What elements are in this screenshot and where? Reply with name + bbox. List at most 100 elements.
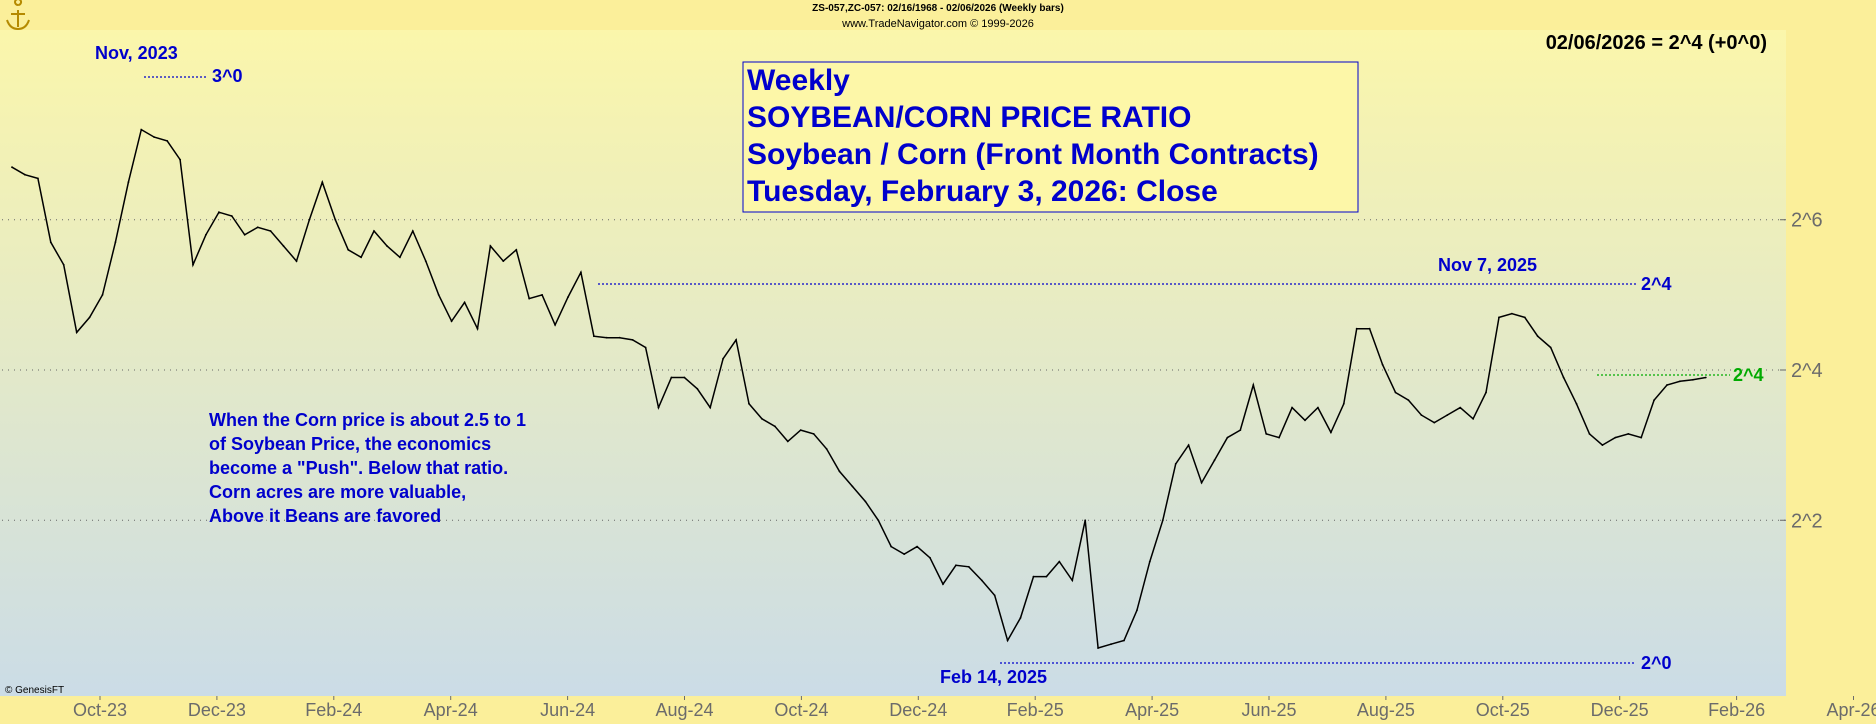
ratio-data-point	[192, 263, 194, 266]
ratio-data-point	[11, 166, 13, 169]
x-tick-label: Dec-25	[1591, 700, 1649, 720]
ratio-data-point	[75, 331, 78, 334]
ratio-data-point	[360, 256, 362, 259]
ratio-data-point	[683, 376, 686, 379]
ratio-data-point	[1666, 384, 1668, 386]
ratio-data-point	[1136, 609, 1138, 612]
ratio-data-point	[605, 336, 608, 339]
x-tick-label: Aug-24	[655, 700, 713, 720]
ratio-data-point	[1330, 431, 1332, 434]
ratio-data-point	[1161, 519, 1164, 522]
ratio-data-point	[748, 402, 750, 405]
ratio-data-point	[1084, 519, 1087, 522]
ratio-data-point	[1420, 414, 1423, 416]
annotation-nov-2025: Nov 7, 2025 2^4	[598, 255, 1672, 294]
x-tick-label: Dec-23	[188, 700, 246, 720]
ratio-data-point	[24, 173, 26, 176]
ratio-data-point	[1601, 444, 1604, 446]
annotation-last-value-label: 2^4	[1733, 365, 1764, 385]
ratio-data-point	[1588, 433, 1591, 435]
ratio-data-point	[1523, 316, 1526, 319]
ratio-data-point	[735, 339, 737, 341]
ratio-data-point	[1006, 639, 1009, 642]
annotation-feb-2025-label: Feb 14, 2025	[940, 667, 1047, 687]
ratio-data-point	[1342, 402, 1345, 405]
explanation-note: When the Corn price is about 2.5 to 1 of…	[209, 410, 526, 526]
ratio-data-point	[1704, 376, 1707, 379]
ratio-data-point	[967, 565, 970, 568]
title-box: Weekly SOYBEAN/CORN PRICE RATIO Soybean …	[742, 61, 1359, 213]
x-tick-label: Oct-24	[774, 700, 828, 720]
header-strip	[0, 0, 1876, 30]
x-tick-label: Apr-25	[1125, 700, 1179, 720]
ratio-data-point	[386, 245, 388, 247]
last-value-label: 02/06/2026 = 2^4 (+0^0)	[1546, 32, 1767, 54]
ratio-data-point	[761, 417, 763, 420]
y-tick-label: 2^4	[1791, 360, 1823, 382]
ratio-data-point	[541, 294, 543, 296]
ratio-data-point	[916, 545, 918, 548]
ratio-data-point	[256, 226, 259, 229]
ratio-data-point	[62, 263, 65, 266]
ratio-data-point	[528, 297, 531, 300]
ratio-data-point	[1562, 376, 1565, 379]
ratio-data-point	[1226, 436, 1229, 439]
ratio-data-point	[1045, 575, 1048, 578]
ratio-data-point	[424, 260, 427, 262]
ratio-data-point	[218, 211, 220, 214]
ratio-data-point	[295, 260, 298, 262]
ratio-data-point	[890, 545, 893, 548]
ratio-data-point	[1459, 406, 1462, 409]
ratio-data-point	[864, 500, 867, 503]
ratio-data-point	[1200, 481, 1203, 484]
ratio-data-point	[1549, 346, 1552, 349]
title-line-1: Weekly	[747, 64, 850, 97]
x-tick-label: Jun-24	[540, 700, 595, 720]
ratio-data-point	[1058, 560, 1061, 563]
ratio-data-point	[774, 425, 776, 428]
ratio-data-point	[476, 327, 479, 330]
note-line-2: of Soybean Price, the economics	[209, 434, 491, 454]
ratio-data-point	[993, 594, 996, 597]
ratio-data-point	[1692, 378, 1694, 381]
ratio-data-point	[411, 230, 414, 232]
ratio-series-line	[11, 128, 1706, 649]
ratio-data-point	[838, 470, 841, 473]
note-line-4: Corn acres are more valuable,	[209, 482, 466, 502]
x-tick-label: Oct-23	[73, 700, 127, 720]
note-line-5: Above it Beans are favored	[209, 506, 441, 526]
ratio-data-point	[1110, 643, 1112, 646]
ratio-data-point	[554, 324, 556, 326]
annotation-nov-2023-label: Nov, 2023	[95, 43, 178, 63]
ratio-data-point	[1032, 575, 1035, 578]
x-tick-label: Feb-26	[1708, 700, 1765, 720]
x-tick-label: Oct-25	[1476, 700, 1530, 720]
ratio-data-point	[903, 553, 906, 555]
ratio-data-point	[437, 294, 440, 296]
copyright-label: © GenesisFT	[5, 685, 64, 696]
ratio-data-point	[1368, 327, 1371, 330]
ratio-data-point	[1679, 380, 1681, 383]
ratio-series-points	[11, 128, 1707, 649]
ratio-data-point	[1317, 406, 1319, 409]
ratio-data-point	[1291, 406, 1293, 409]
ratio-data-point	[1485, 391, 1487, 394]
ratio-data-point	[101, 294, 104, 296]
ratio-data-point	[1097, 647, 1099, 649]
ratio-data-point	[334, 218, 337, 221]
y-tick-label: 2^6	[1791, 210, 1823, 232]
ratio-data-point	[1446, 414, 1449, 416]
anchor-icon	[6, 0, 30, 31]
ratio-data-point	[179, 158, 182, 161]
ratio-data-point	[618, 336, 621, 339]
ratio-data-point	[942, 583, 944, 585]
ratio-data-point	[140, 128, 143, 131]
chart-header-line2: www.TradeNavigator.com © 1999-2026	[841, 18, 1034, 30]
ratio-data-point	[955, 564, 957, 567]
x-tick-label: Feb-25	[1007, 700, 1064, 720]
ratio-data-point	[1265, 433, 1268, 435]
y-axis: 2^6 2^4 2^2	[1780, 210, 1823, 532]
ratio-data-point	[799, 429, 802, 431]
ratio-data-point	[567, 296, 569, 298]
